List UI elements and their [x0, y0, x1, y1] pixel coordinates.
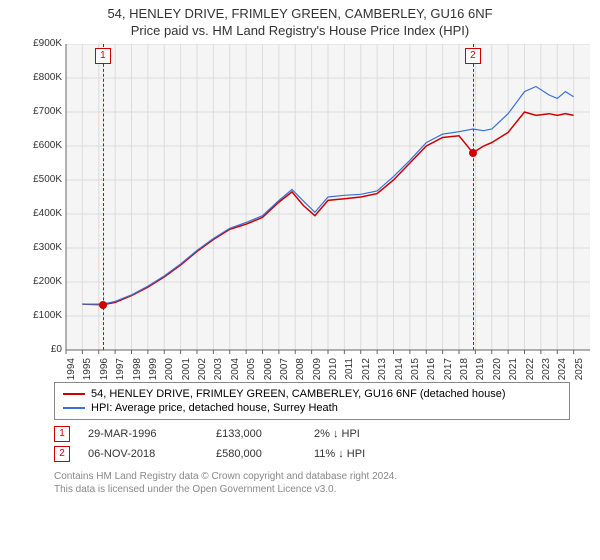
sale-events: 1 29-MAR-1996 £133,000 2% ↓ HPI 2 06-NOV-2018…: [54, 424, 570, 464]
legend-swatch: [63, 407, 85, 409]
legend-item: HPI: Average price, detached house, Surr…: [63, 401, 561, 415]
y-axis-label: £600K: [28, 140, 62, 151]
x-axis-label: 1999: [148, 358, 159, 382]
legend-swatch: [63, 393, 85, 395]
x-axis-label: 2016: [426, 358, 437, 382]
y-axis-label: £200K: [28, 276, 62, 287]
y-axis-label: £700K: [28, 106, 62, 117]
y-axis-label: £100K: [28, 310, 62, 321]
event-badge: 1: [54, 426, 70, 442]
x-axis-label: 1994: [66, 358, 77, 382]
event-price: £133,000: [216, 428, 296, 440]
x-axis-label: 2009: [312, 358, 323, 382]
x-axis-label: 2006: [263, 358, 274, 382]
x-axis-label: 2011: [344, 358, 355, 382]
event-row: 2 06-NOV-2018 £580,000 11% ↓ HPI: [54, 444, 570, 464]
x-axis-label: 2001: [181, 358, 192, 382]
x-axis-label: 2022: [525, 358, 536, 382]
chart-series: [30, 44, 590, 374]
x-axis-label: 1997: [115, 358, 126, 382]
x-axis-label: 2007: [279, 358, 290, 382]
y-axis-label: £800K: [28, 72, 62, 83]
x-axis-label: 2024: [557, 358, 568, 382]
y-axis-label: £900K: [28, 38, 62, 49]
marker-dot: [99, 301, 107, 309]
x-axis-label: 2004: [230, 358, 241, 382]
x-axis-label: 2003: [213, 358, 224, 382]
marker-badge: 1: [95, 48, 111, 64]
marker-dot: [469, 149, 477, 157]
footer-licence: This data is licensed under the Open Gov…: [54, 483, 570, 496]
y-axis-label: £0: [28, 344, 62, 355]
x-axis-label: 1996: [99, 358, 110, 382]
event-diff: 2% ↓ HPI: [314, 428, 374, 440]
x-axis-label: 2019: [475, 358, 486, 382]
chart-legend: 54, HENLEY DRIVE, FRIMLEY GREEN, CAMBERL…: [54, 382, 570, 420]
x-axis-label: 2008: [295, 358, 306, 382]
footer-copyright: Contains HM Land Registry data © Crown c…: [54, 470, 570, 483]
x-axis-label: 1998: [132, 358, 143, 382]
x-axis-label: 2010: [328, 358, 339, 382]
marker-line: [473, 44, 474, 350]
event-diff: 11% ↓ HPI: [314, 448, 374, 460]
legend-label: 54, HENLEY DRIVE, FRIMLEY GREEN, CAMBERL…: [91, 388, 506, 400]
event-price: £580,000: [216, 448, 296, 460]
event-badge: 2: [54, 446, 70, 462]
y-axis-label: £300K: [28, 242, 62, 253]
x-axis-label: 2013: [377, 358, 388, 382]
chart-title: 54, HENLEY DRIVE, FRIMLEY GREEN, CAMBERL…: [0, 6, 600, 21]
x-axis-label: 1995: [82, 358, 93, 382]
price-chart: £0 £100K £200K £300K £400K £500K £600K £700K £80…: [30, 44, 590, 374]
y-axis-label: £500K: [28, 174, 62, 185]
x-axis-label: 2021: [508, 358, 519, 382]
x-axis-label: 2018: [459, 358, 470, 382]
x-axis-label: 2020: [492, 358, 503, 382]
x-axis-label: 2000: [164, 358, 175, 382]
x-axis-label: 2005: [246, 358, 257, 382]
event-date: 29-MAR-1996: [88, 428, 198, 440]
x-axis-label: 2025: [574, 358, 585, 382]
legend-label: HPI: Average price, detached house, Surr…: [91, 402, 338, 414]
chart-subtitle: Price paid vs. HM Land Registry's House …: [0, 23, 600, 38]
event-row: 1 29-MAR-1996 £133,000 2% ↓ HPI: [54, 424, 570, 444]
event-date: 06-NOV-2018: [88, 448, 198, 460]
x-axis-label: 2012: [361, 358, 372, 382]
x-axis-label: 2023: [541, 358, 552, 382]
legend-item: 54, HENLEY DRIVE, FRIMLEY GREEN, CAMBERL…: [63, 387, 561, 401]
x-axis-label: 2014: [394, 358, 405, 382]
y-axis-label: £400K: [28, 208, 62, 219]
x-axis-label: 2015: [410, 358, 421, 382]
marker-badge: 2: [465, 48, 481, 64]
x-axis-label: 2002: [197, 358, 208, 382]
x-axis-label: 2017: [443, 358, 454, 382]
